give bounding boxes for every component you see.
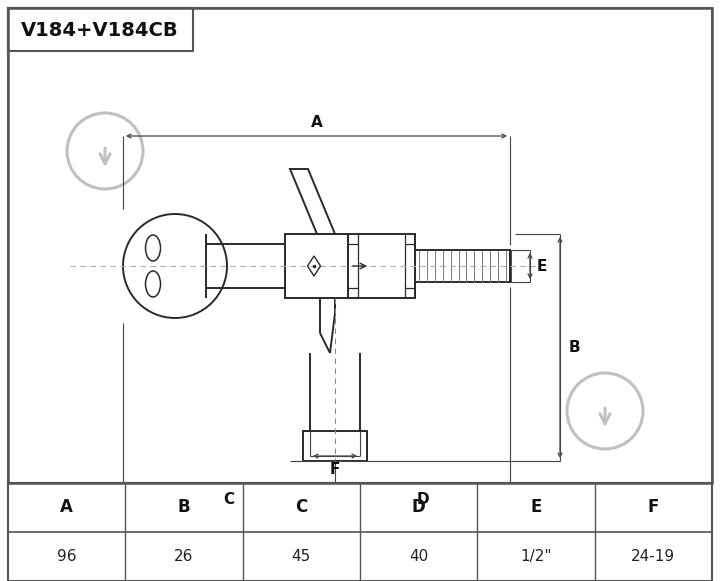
Text: F: F	[330, 462, 340, 478]
Bar	[348, 234, 415, 298]
Bar	[8, 8, 712, 483]
Text: A: A	[60, 498, 73, 517]
Text: 24-19: 24-19	[631, 549, 675, 564]
Text: 26: 26	[174, 549, 194, 564]
Text: B: B	[178, 498, 190, 517]
Text: 96: 96	[57, 549, 76, 564]
Bar	[285, 234, 348, 298]
Text: 45: 45	[292, 549, 311, 564]
Text: D: D	[416, 493, 429, 507]
Text: C: C	[295, 498, 307, 517]
Text: 1/2": 1/2"	[521, 549, 552, 564]
Text: D: D	[412, 498, 426, 517]
Text: C: C	[223, 493, 235, 507]
Bar	[415, 250, 510, 282]
Text: V184+V184CB: V184+V184CB	[21, 20, 179, 40]
Text: B: B	[568, 340, 580, 355]
Text: A: A	[310, 114, 323, 130]
Bar	[8, 483, 712, 581]
Text: E: E	[537, 259, 547, 274]
Text: 40: 40	[409, 549, 428, 564]
Bar	[8, 8, 712, 483]
Text: E: E	[531, 498, 541, 517]
Text: F: F	[648, 498, 659, 517]
Bar	[303, 431, 367, 461]
Bar	[8, 8, 193, 51]
